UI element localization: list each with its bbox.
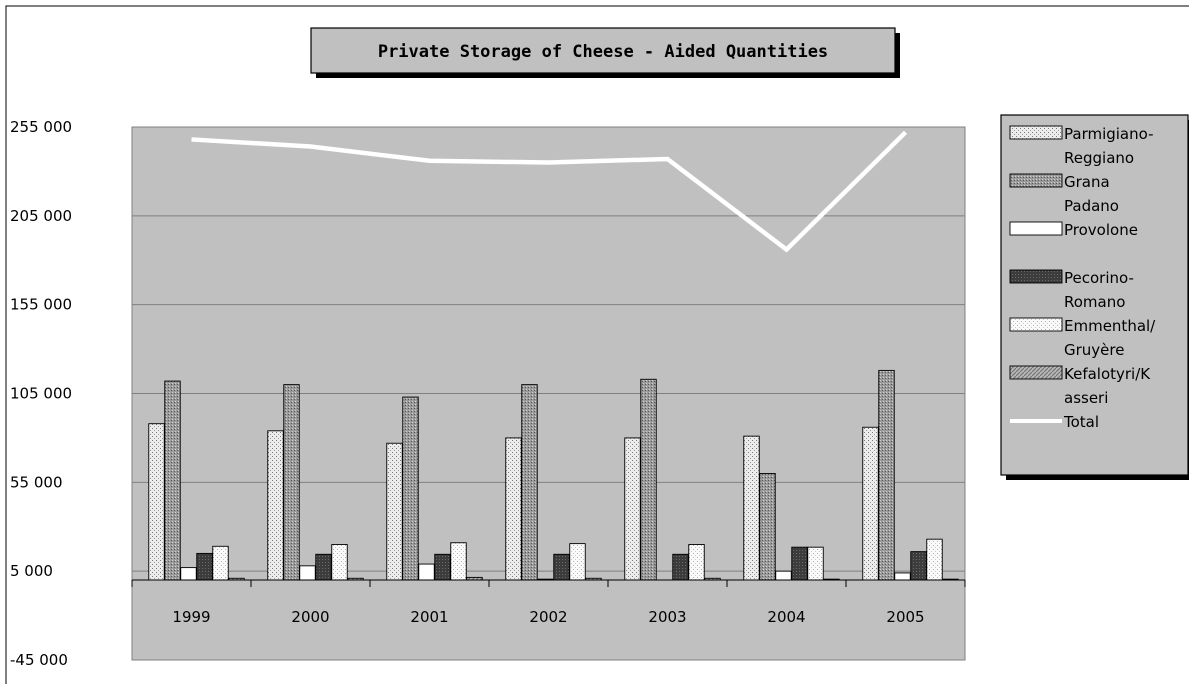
bar-emmenthal-gruy-re-2001 (450, 542, 467, 581)
category-label: 2000 (291, 608, 329, 626)
bar-parmigiano-reggiano-2004 (743, 435, 760, 581)
y-tick-label: 205 000 (10, 207, 72, 225)
category-label: 2002 (529, 608, 567, 626)
y-tick-label: -45 000 (10, 651, 68, 669)
legend-label: Grana (1064, 173, 1110, 191)
bar-pecorino-romano-2001 (434, 553, 451, 581)
legend-label: asseri (1064, 389, 1108, 407)
bar-pecorino-romano-2002 (553, 553, 570, 581)
bar-grana-padano-1999 (164, 380, 181, 581)
bar-pecorino-romano-2000 (315, 553, 332, 581)
legend-swatch (1009, 125, 1063, 140)
bar-grana-padano-2005 (878, 369, 895, 581)
y-tick-label: 155 000 (10, 296, 72, 314)
y-tick-label: 255 000 (10, 118, 72, 136)
category-label: 2004 (767, 608, 805, 626)
bar-emmenthal-gruy-re-1999 (212, 545, 229, 581)
legend: Parmigiano- Reggiano Grana Padano Provolone P… (1000, 114, 1189, 480)
chart-area-border (5, 5, 1189, 684)
bar-grana-padano-2000 (283, 384, 300, 581)
legend-label: Pecorino- (1064, 269, 1134, 287)
bars (148, 369, 959, 581)
bar-pecorino-romano-2005 (910, 551, 927, 581)
bar-provolone-2005 (894, 572, 911, 581)
total-line (191, 130, 908, 253)
bar-grana-padano-2002 (521, 384, 538, 581)
category-label: 2005 (886, 608, 924, 626)
y-tick-label: 55 000 (10, 473, 63, 491)
legend-label: Kefalotyri/K (1064, 365, 1151, 383)
legend-swatch (1009, 365, 1063, 380)
category-label: 1999 (172, 608, 210, 626)
bar-pecorino-romano-1999 (196, 552, 213, 581)
legend-label: Padano (1064, 197, 1119, 215)
bar-grana-padano-2004 (759, 473, 776, 581)
legend-swatch (1009, 317, 1063, 332)
bar-parmigiano-reggiano-2000 (267, 430, 284, 581)
legend-swatch (1009, 173, 1063, 188)
y-tick-label: 105 000 (10, 385, 72, 403)
y-axis-tick-labels: 255 000 205 000 155 000 105 000 55 000 5 000 -… (10, 118, 72, 669)
bar-parmigiano-reggiano-1999 (148, 423, 165, 581)
bar-emmenthal-gruy-re-2000 (331, 544, 348, 581)
legend-label: Reggiano (1064, 149, 1134, 167)
y-tick-label: 5 000 (10, 562, 53, 580)
category-label: 2001 (410, 608, 448, 626)
bar-emmenthal-gruy-re-2005 (926, 538, 943, 581)
legend-label: Parmigiano- (1064, 125, 1154, 143)
bar-emmenthal-gruy-re-2003 (688, 544, 705, 581)
legend-label: Emmenthal/ (1064, 317, 1156, 335)
legend-label: Provolone (1064, 221, 1138, 239)
total-line-series (191, 130, 908, 253)
bar-parmigiano-reggiano-2001 (386, 442, 403, 581)
bar-emmenthal-gruy-re-2002 (569, 543, 586, 581)
bar-emmenthal-gruy-re-2004 (807, 546, 824, 581)
bar-provolone-2001 (418, 563, 435, 581)
title-frame (310, 27, 896, 74)
bar-parmigiano-reggiano-2005 (862, 426, 879, 581)
chart-title-box: Private Storage of Cheese - Aided Quanti… (310, 27, 900, 78)
category-label: 2003 (648, 608, 686, 626)
bar-provolone-2000 (299, 565, 316, 581)
chart-title: Private Storage of Cheese - Aided Quanti… (378, 42, 828, 62)
bar-parmigiano-reggiano-2003 (624, 437, 641, 581)
bar-provolone-2004 (775, 570, 792, 581)
legend-label: Gruyère (1064, 341, 1124, 359)
bar-provolone-1999 (180, 567, 197, 581)
legend-label: Total (1063, 413, 1099, 431)
bar-grana-padano-2003 (640, 378, 657, 581)
legend-label: Romano (1064, 293, 1125, 311)
bar-pecorino-romano-2004 (791, 546, 808, 581)
legend-swatch (1009, 221, 1063, 236)
legend-swatch (1009, 269, 1063, 284)
bar-grana-padano-2001 (402, 396, 419, 581)
category-axis: 1999 2000 2001 2002 2003 2004 2005 (131, 579, 966, 626)
bar-parmigiano-reggiano-2002 (505, 437, 522, 581)
bar-pecorino-romano-2003 (672, 553, 689, 581)
